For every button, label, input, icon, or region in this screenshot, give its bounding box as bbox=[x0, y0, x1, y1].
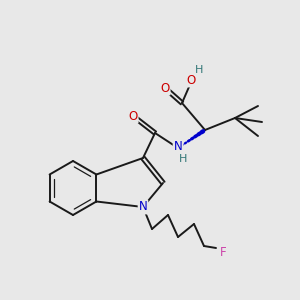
Text: O: O bbox=[160, 82, 169, 94]
Text: H: H bbox=[179, 154, 187, 164]
Text: O: O bbox=[186, 74, 196, 86]
Text: F: F bbox=[220, 245, 226, 259]
Text: O: O bbox=[128, 110, 138, 122]
Text: N: N bbox=[174, 140, 182, 154]
Text: N: N bbox=[139, 200, 147, 214]
Text: H: H bbox=[195, 65, 203, 75]
